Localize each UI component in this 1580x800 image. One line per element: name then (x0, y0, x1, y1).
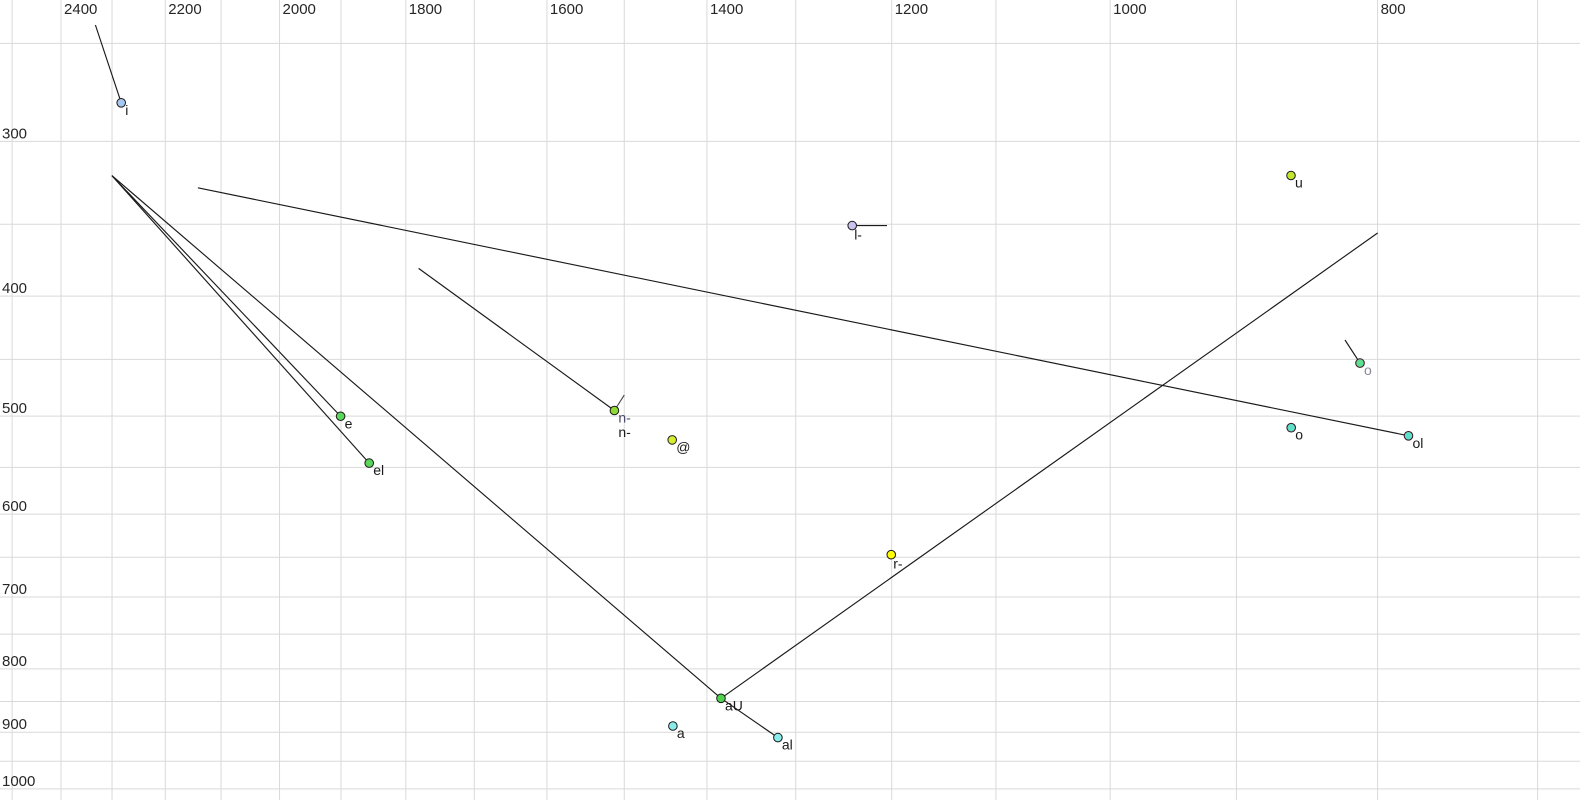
svg-text:r-: r- (893, 556, 903, 572)
svg-text:2200: 2200 (168, 1, 201, 18)
svg-text:2000: 2000 (283, 1, 316, 18)
svg-text:i: i (125, 102, 128, 118)
svg-text:aU: aU (725, 697, 743, 713)
svg-text:1400: 1400 (710, 1, 743, 18)
svg-text:800: 800 (2, 653, 27, 670)
svg-text:u: u (1295, 175, 1303, 191)
svg-text:600: 600 (2, 498, 27, 515)
svg-text:900: 900 (2, 716, 27, 733)
svg-text:l-: l- (854, 227, 862, 243)
svg-text:a: a (677, 725, 685, 741)
svg-text:400: 400 (2, 280, 27, 297)
svg-text:o: o (1295, 427, 1303, 443)
svg-text:al: al (782, 737, 793, 753)
svg-text:300: 300 (2, 125, 27, 142)
svg-text:1600: 1600 (550, 1, 583, 18)
svg-text:800: 800 (1381, 1, 1406, 18)
svg-text:1800: 1800 (409, 1, 442, 18)
svg-text:2400: 2400 (64, 1, 97, 18)
svg-text:el: el (373, 462, 384, 478)
svg-text:ol: ol (1413, 435, 1424, 451)
svg-text:1000: 1000 (1113, 1, 1146, 18)
svg-text:@: @ (676, 439, 690, 455)
svg-text:1000: 1000 (2, 773, 35, 790)
svg-text:700: 700 (2, 581, 27, 598)
svg-text:n-: n- (618, 424, 631, 440)
svg-text:o: o (1364, 362, 1372, 378)
svg-text:1200: 1200 (895, 1, 928, 18)
svg-text:e: e (345, 415, 353, 431)
svg-text:500: 500 (2, 400, 27, 417)
